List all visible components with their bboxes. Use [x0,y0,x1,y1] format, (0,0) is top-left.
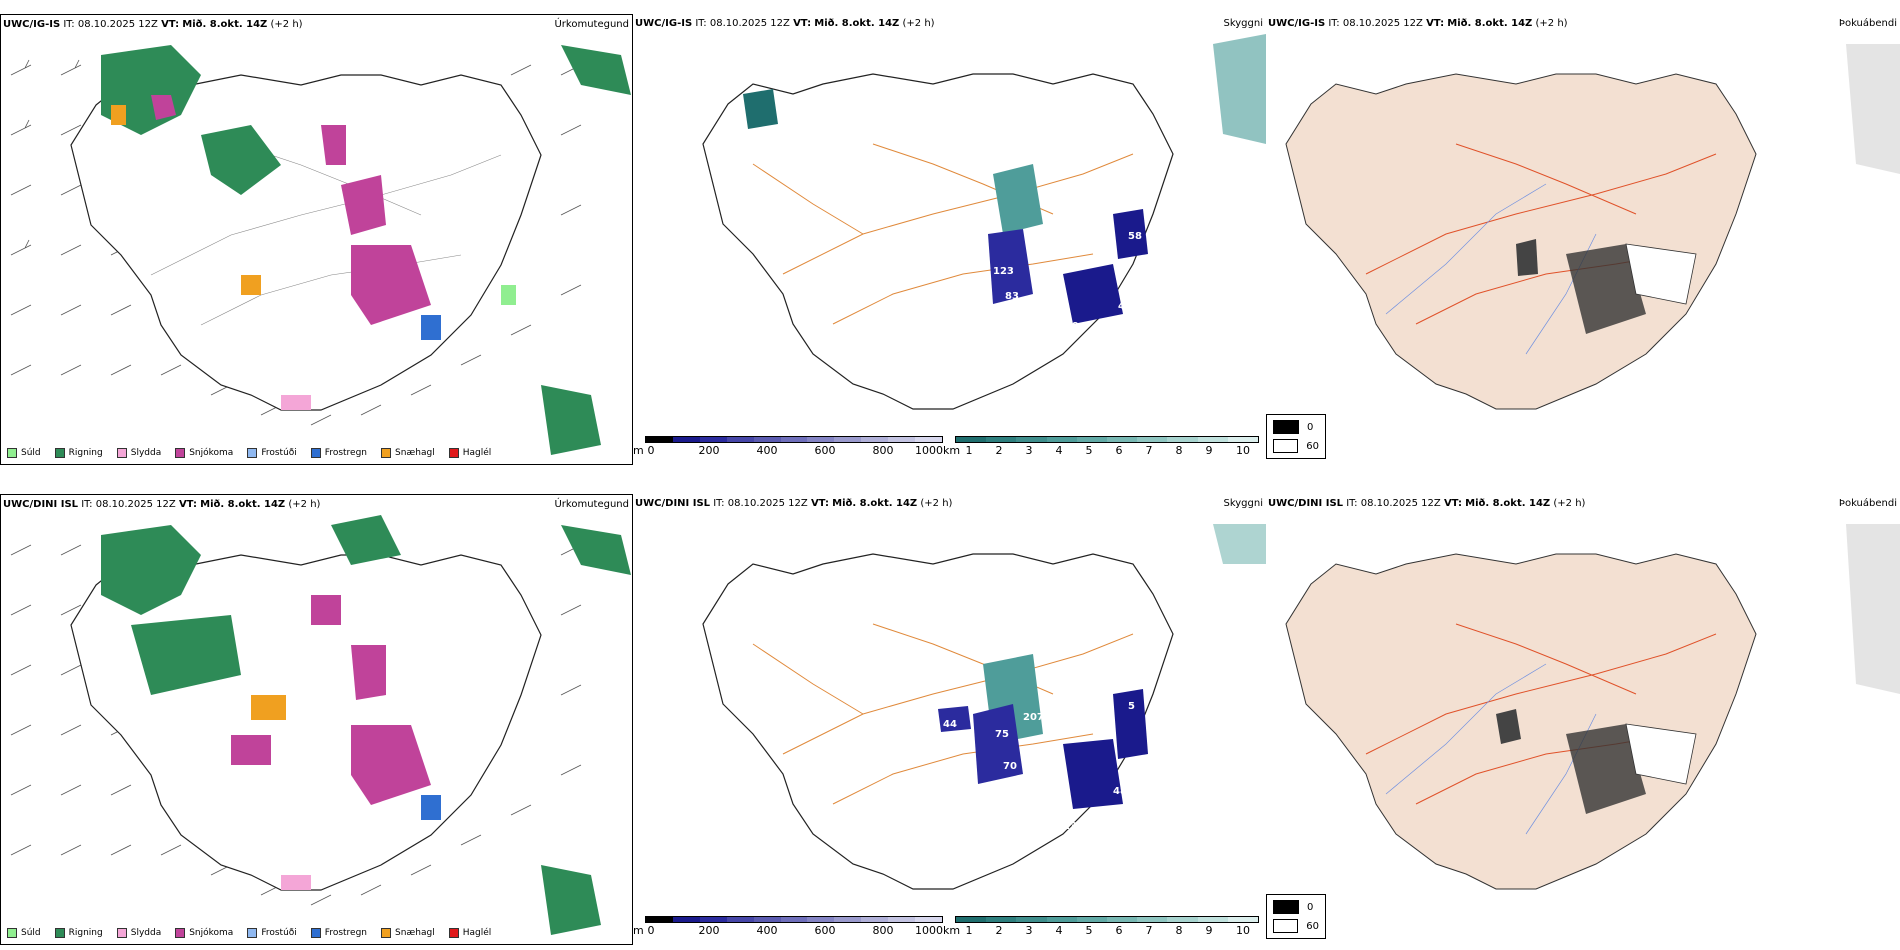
map-header: UWC/IG-IS IT: 08.10.2025 12Z VT: Mið. 8.… [635,18,935,29]
map-header: UWC/IG-IS IT: 08.10.2025 12Z VT: Mið. 8.… [3,19,303,30]
fog-legend: 0 60 [1266,414,1326,459]
legend-item: Frostúði [247,448,297,458]
vis-label: 79 [1065,321,1079,332]
precip-areas [101,515,631,935]
vis-label: 150 [991,311,1012,322]
precip-map-canvas [10,515,631,935]
vis-label: 24 [1065,351,1079,362]
legend-item: Frostregn [310,448,367,458]
elevation-colorbar: m 0 200 400 600 800 1000 [633,916,943,944]
legend-item: Frostregn [310,928,367,938]
legend-item: Súld [7,928,41,938]
visibility-map-canvas: 164 25 50 123 83 150 98 79 24 58 10 43 1… [702,34,1266,410]
visibility-value-labels: 44 75 70 207 23 48 5 55 [938,701,1135,877]
panel-title: Skyggni [1223,18,1263,29]
vis-label: 58 [1128,231,1142,242]
map-header: UWC/DINI ISL IT: 08.10.2025 12Z VT: Mið.… [635,498,953,509]
legend-item: Frostúði [247,928,297,938]
iceland-landmass [1285,73,1757,410]
legend-item: Súld [7,448,41,458]
precip-legend: Súld Rigning Slydda Snjókoma Frostúði Fr… [7,928,491,938]
panel-title: Úrkomutegund [554,19,629,30]
legend-item: Snæhagl [381,928,435,938]
fog-legend: 0 60 [1266,894,1326,939]
map-header: UWC/DINI ISL IT: 08.10.2025 12Z VT: Mið.… [1268,498,1586,509]
fog-map-canvas [1285,524,1900,890]
vis-label: 83 [1005,291,1019,302]
vis-label: 43 [1118,301,1132,312]
legend-item: Haglél [448,928,491,938]
map-header: UWC/DINI ISL IT: 08.10.2025 12Z VT: Mið.… [3,499,321,510]
panel-title: Þokuábendi [1838,498,1897,509]
vis-label: 123 [993,266,1014,277]
vis-label: 164 [778,101,799,112]
vis-label: 98 [1013,324,1027,335]
visibility-value-labels: 164 25 50 123 83 150 98 79 24 58 10 43 1… [778,101,1152,362]
vis-label: 48 [1113,786,1127,797]
legend-item: Snæhagl [381,448,435,458]
vis-label: 75 [995,729,1009,740]
visibility-map-row1: UWC/IG-IS IT: 08.10.2025 12Z VT: Mið. 8.… [633,14,1266,465]
map-header: UWC/IG-IS IT: 08.10.2025 12Z VT: Mið. 8.… [1268,18,1568,29]
precip-legend: Súld Rigning Slydda Snjókoma Frostúði Fr… [7,448,491,458]
fog-index-map-row2: UWC/DINI ISL IT: 08.10.2025 12Z VT: Mið.… [1266,494,1900,945]
visibility-map-canvas: 44 75 70 207 23 48 5 55 [702,524,1266,890]
fog-map-canvas [1285,44,1900,410]
visibility-colorbar: km 1 2 3 4 5 6 7 8 9 10 [943,436,1266,464]
iceland-landmass [1285,553,1757,890]
panel-title: Þokuábendi [1838,18,1897,29]
vis-label: 25 [963,206,977,217]
legend-item: Rigning [54,928,103,938]
visibility-areas [938,524,1266,809]
vis-label: 55 [938,866,952,877]
precip-map-canvas [10,45,631,455]
fog-areas [1496,524,1900,814]
legend-item: Haglél [448,448,491,458]
vis-label: 5 [1128,701,1135,712]
wind-barbs [10,59,582,426]
vis-label: 19 [1133,191,1147,202]
legend-item: Snjókoma [175,448,233,458]
precip-type-map-row2: UWC/DINI ISL IT: 08.10.2025 12Z VT: Mið.… [0,494,633,945]
legend-item: Rigning [54,448,103,458]
precip-type-map-row1: UWC/IG-IS IT: 08.10.2025 12Z VT: Mið. 8.… [0,14,633,465]
legend-item: Snjókoma [175,928,233,938]
legend-item: Slydda [116,928,161,938]
fog-areas [1516,44,1900,334]
precip-areas [101,45,631,455]
iceland-coastline [702,553,1174,890]
visibility-colorbar: km 1 2 3 4 5 6 7 8 9 10 [943,916,1266,944]
vis-label: 10 [1138,256,1152,267]
vis-label: 44 [943,719,957,730]
vis-label: 23 [1063,821,1077,832]
elevation-colorbar: m 0 200 400 600 800 1000 [633,436,943,464]
visibility-map-row2: UWC/DINI ISL IT: 08.10.2025 12Z VT: Mið.… [633,494,1266,945]
panel-title: Skyggni [1223,498,1263,509]
visibility-areas [743,34,1266,324]
vis-label: 50 [945,259,959,270]
fog-index-map-row1: UWC/IG-IS IT: 08.10.2025 12Z VT: Mið. 8.… [1266,14,1900,465]
vis-label: 207 [1023,712,1044,723]
vis-label: 70 [1003,761,1017,772]
legend-item: Slydda [116,448,161,458]
panel-title: Úrkomutegund [554,499,629,510]
